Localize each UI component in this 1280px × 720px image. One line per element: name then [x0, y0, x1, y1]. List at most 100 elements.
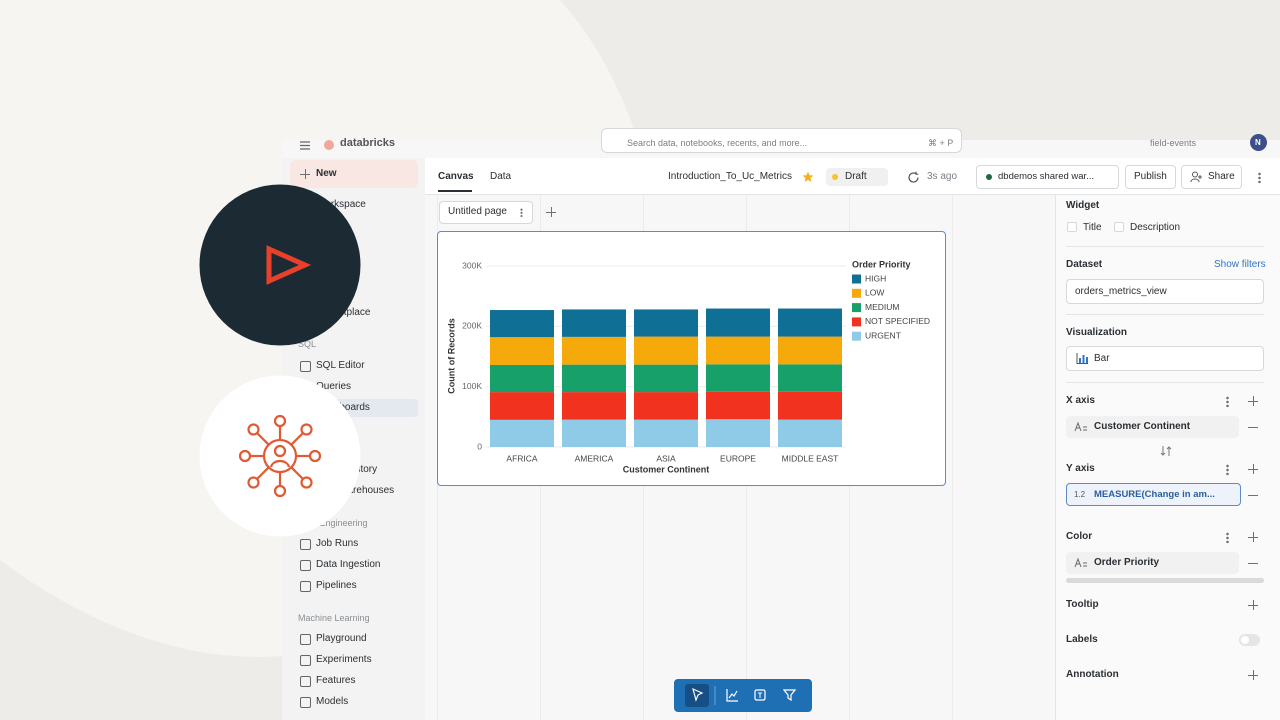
- legend-swatch: [852, 274, 861, 284]
- x-field-remove[interactable]: [1248, 422, 1258, 432]
- saved-status: 3s ago: [927, 171, 958, 182]
- sidebar-item-icon: [300, 634, 311, 645]
- text-icon: [1074, 557, 1087, 568]
- new-button[interactable]: [290, 160, 418, 188]
- visualization-value: Bar: [1094, 353, 1110, 364]
- select-tool[interactable]: [685, 684, 709, 707]
- sidebar-item[interactable]: Experiments: [316, 654, 372, 665]
- toolbar-icons: [692, 686, 797, 705]
- color-menu[interactable]: [1226, 532, 1229, 543]
- avatar[interactable]: [1250, 134, 1267, 151]
- color-field-chip[interactable]: [1066, 552, 1239, 574]
- legend-label: URGENT: [865, 330, 901, 340]
- bar-segment: [562, 419, 626, 447]
- sidebar-item-icon: [300, 361, 311, 372]
- text-tool-icon[interactable]: [754, 689, 766, 701]
- show-filters-link[interactable]: Show filters: [1214, 259, 1266, 270]
- sidebar-item[interactable]: Data Ingestion: [316, 559, 381, 570]
- status-pill[interactable]: [826, 168, 888, 186]
- hub-node: [308, 449, 322, 463]
- y-axis-add[interactable]: [1248, 464, 1258, 474]
- bar-icon-bar: [1079, 358, 1081, 363]
- hub-node: [300, 423, 313, 436]
- workspace-switcher[interactable]: field-events: [1150, 138, 1197, 148]
- sidebar-item[interactable]: Workspace: [316, 199, 366, 210]
- color-field-remove[interactable]: [1248, 558, 1258, 568]
- bar-segment: [490, 419, 554, 447]
- dataset-dropdown[interactable]: [1066, 279, 1264, 304]
- y-field: MEASURE(Change in am...: [1094, 489, 1215, 500]
- y-field-chip[interactable]: [1066, 483, 1241, 506]
- share-label: Share: [1208, 171, 1235, 182]
- color-field: Order Priority: [1094, 557, 1160, 568]
- x-axis-title: Customer Continent: [623, 464, 710, 474]
- dataset-heading: Dataset: [1066, 259, 1103, 270]
- x-axis-add[interactable]: [1248, 396, 1258, 406]
- sidebar-item[interactable]: SQL Warehouses: [316, 485, 395, 496]
- bar-segment: [562, 336, 626, 365]
- publish-label: Publish: [1134, 171, 1167, 182]
- more-menu[interactable]: [1258, 172, 1261, 183]
- x-field-chip[interactable]: [1066, 416, 1239, 438]
- title-checkbox[interactable]: [1067, 222, 1077, 232]
- description-checkbox[interactable]: [1114, 222, 1124, 232]
- page-tab-menu[interactable]: [520, 208, 523, 217]
- swap-axes[interactable]: [1160, 445, 1172, 457]
- hub-node: [247, 423, 260, 436]
- bar-chart-icon: [1076, 353, 1088, 364]
- publish-button[interactable]: [1125, 165, 1176, 189]
- sidebar-item[interactable]: Playground: [316, 633, 367, 644]
- visualization-dropdown[interactable]: [1066, 346, 1264, 371]
- sidebar-item[interactable]: Features: [316, 675, 356, 686]
- y-tick-label: 200K: [462, 321, 482, 331]
- sidebar-item[interactable]: Models: [316, 696, 349, 707]
- add-page[interactable]: [546, 207, 556, 217]
- widget-heading: Widget: [1066, 200, 1100, 211]
- separator: [1066, 382, 1264, 383]
- tab-canvas[interactable]: Canvas: [438, 171, 474, 182]
- share-button[interactable]: [1181, 165, 1242, 189]
- hub-person-body: [269, 459, 291, 468]
- sidebar-section-heading: Machine Learning: [298, 613, 370, 623]
- bar-segment: [634, 309, 698, 337]
- search-box[interactable]: [601, 128, 962, 153]
- tab-data[interactable]: Data: [490, 171, 512, 182]
- x-tick-label: ASIA: [656, 453, 676, 463]
- text-icon: [1074, 421, 1087, 432]
- bar-segment: [490, 364, 554, 393]
- bar-segment: [778, 391, 842, 420]
- legend-label: HIGH: [865, 273, 886, 283]
- avatar-initial: N: [1255, 138, 1261, 147]
- bar-segment: [562, 309, 626, 337]
- x-axis-menu[interactable]: [1226, 396, 1229, 407]
- sidebar-item[interactable]: SQL Editor: [316, 360, 365, 371]
- page-tab[interactable]: [439, 201, 533, 224]
- chart-tool-icon[interactable]: [726, 689, 738, 702]
- share-icon: [1190, 171, 1202, 183]
- annotation-heading: Annotation: [1066, 669, 1119, 680]
- annotation-add[interactable]: [1248, 670, 1258, 680]
- bar-segment: [778, 364, 842, 392]
- sidebar-section-heading: Data Engineering: [298, 518, 368, 528]
- favorite-star[interactable]: [802, 171, 814, 183]
- tooltip-add[interactable]: [1248, 600, 1258, 610]
- color-add[interactable]: [1248, 532, 1258, 542]
- menu-and-logo: [300, 140, 334, 150]
- legend-swatch: [852, 303, 861, 313]
- y-tick-label: 0: [477, 441, 482, 451]
- sidebar-item-icon: [300, 581, 311, 592]
- warehouse-dropdown[interactable]: [976, 165, 1119, 189]
- sidebar-item[interactable]: Pipelines: [316, 580, 357, 591]
- y-axis-menu[interactable]: [1226, 464, 1229, 475]
- bar-segment: [778, 308, 842, 337]
- sidebar-item[interactable]: Queries: [316, 381, 352, 392]
- y-axis-heading: Y axis: [1066, 463, 1095, 474]
- filter-tool-icon[interactable]: [782, 689, 797, 702]
- x-field: Customer Continent: [1094, 421, 1191, 432]
- y-field-remove[interactable]: [1248, 490, 1258, 500]
- sidebar-item[interactable]: Job Runs: [316, 538, 359, 549]
- labels-heading: Labels: [1066, 634, 1098, 645]
- status-dot: [832, 174, 838, 180]
- sync-icon: [908, 171, 919, 183]
